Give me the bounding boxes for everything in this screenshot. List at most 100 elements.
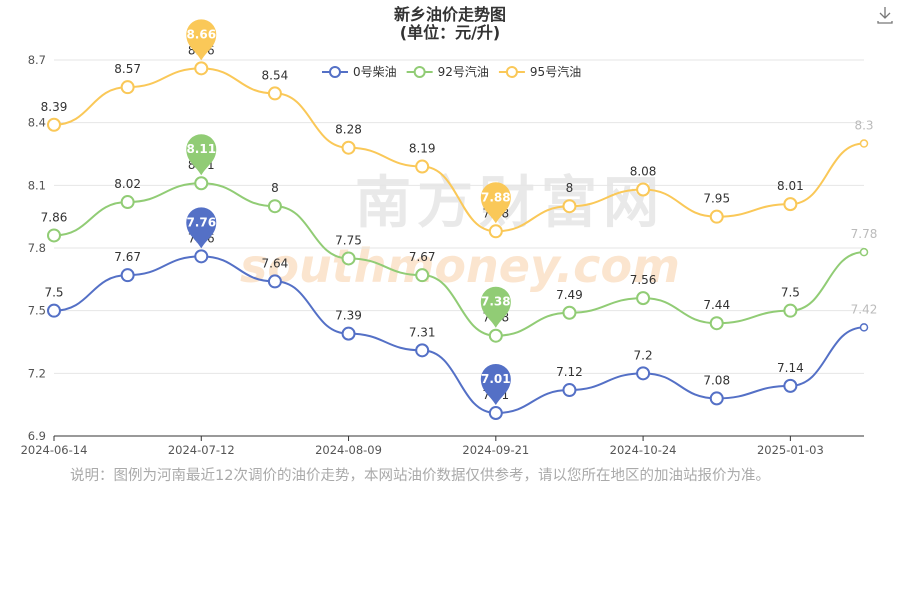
y-tick-label: 8.7 xyxy=(28,53,46,67)
data-point[interactable] xyxy=(194,61,209,76)
legend-marker xyxy=(505,66,518,78)
marker-label: 7.76 xyxy=(186,215,216,229)
data-point[interactable] xyxy=(636,366,651,381)
data-point[interactable] xyxy=(194,176,209,191)
legend-item-1[interactable]: 92号汽油 xyxy=(406,64,489,79)
data-point[interactable] xyxy=(488,328,503,343)
series-line-1 xyxy=(53,182,865,337)
marker-label: 7.88 xyxy=(481,190,511,204)
data-point[interactable] xyxy=(562,383,577,398)
legend-item-2[interactable]: 95号汽油 xyxy=(498,64,581,79)
data-label: 8.39 xyxy=(41,100,68,114)
data-point[interactable] xyxy=(267,86,282,101)
data-point[interactable] xyxy=(267,274,282,289)
data-label: 7.75 xyxy=(335,233,362,247)
data-point[interactable] xyxy=(709,391,724,406)
download-button[interactable] xyxy=(874,4,896,26)
marker-pin xyxy=(186,207,217,249)
marker-pin xyxy=(480,364,511,406)
chart-subtitle: (单位：元/升) xyxy=(400,23,500,42)
max-min-marker: 7.01 xyxy=(480,364,511,406)
data-point[interactable] xyxy=(415,268,430,283)
data-point[interactable] xyxy=(709,316,724,331)
data-label: 7.08 xyxy=(703,373,730,387)
data-point[interactable] xyxy=(120,80,135,95)
data-point[interactable] xyxy=(47,117,61,132)
legend-item-0[interactable]: 0号柴油 xyxy=(322,65,397,79)
max-min-marker: 8.11 xyxy=(186,134,217,176)
marker-pin xyxy=(480,286,511,328)
data-point[interactable] xyxy=(120,268,135,283)
series-line-0 xyxy=(53,255,865,415)
marker-pin xyxy=(186,134,217,176)
x-tick-label: 2024-10-24 xyxy=(610,443,677,457)
data-point[interactable] xyxy=(859,323,869,332)
data-label: 7.14 xyxy=(777,361,804,375)
data-label: 7.86 xyxy=(41,210,68,224)
grid xyxy=(54,59,864,437)
data-label: 8.01 xyxy=(777,179,804,193)
marker-label: 7.01 xyxy=(481,372,511,386)
y-tick-label: 7.8 xyxy=(28,241,46,255)
x-tick-label: 2024-08-09 xyxy=(315,443,382,457)
data-point[interactable] xyxy=(488,224,503,239)
data-point[interactable] xyxy=(783,197,798,212)
max-min-marker: 8.66 xyxy=(186,19,217,61)
data-label: 7.39 xyxy=(335,309,362,323)
y-tick-label: 8.4 xyxy=(28,116,46,130)
x-tick-label: 2025-01-03 xyxy=(757,443,824,457)
data-point[interactable] xyxy=(783,303,798,318)
data-label: 7.31 xyxy=(409,325,436,339)
y-tick-label: 8.1 xyxy=(28,178,46,192)
data-point[interactable] xyxy=(415,343,430,358)
data-label: 7.5 xyxy=(781,286,800,300)
data-point[interactable] xyxy=(636,182,651,197)
marker-pin xyxy=(480,182,511,224)
download-icon xyxy=(877,7,893,24)
max-min-marker: 7.76 xyxy=(186,207,217,249)
data-point[interactable] xyxy=(341,251,356,266)
data-label: 7.44 xyxy=(703,298,730,312)
data-label: 7.78 xyxy=(851,227,878,241)
data-point[interactable] xyxy=(859,247,869,257)
data-label: 7.42 xyxy=(851,302,878,316)
chart-title: 新乡油价走势图 xyxy=(394,5,506,24)
data-point[interactable] xyxy=(341,140,356,155)
data-point[interactable] xyxy=(562,199,577,214)
y-tick-label: 7.2 xyxy=(28,366,46,380)
data-label: 8.57 xyxy=(114,62,141,76)
marker-pin xyxy=(186,19,217,61)
data-label: 7.49 xyxy=(556,288,583,302)
data-point[interactable] xyxy=(47,228,61,243)
data-point[interactable] xyxy=(709,209,724,224)
data-label: 8 xyxy=(566,181,574,195)
data-point[interactable] xyxy=(341,326,356,341)
data-point[interactable] xyxy=(267,199,282,214)
axes: 6.9 7.2 7.5 7.8 8.1 8.4 8.7 2024-06-14 2024-07-1… xyxy=(21,53,824,457)
legend-marker xyxy=(413,66,426,78)
data-point[interactable] xyxy=(120,195,135,210)
data-point[interactable] xyxy=(562,305,577,320)
data-point[interactable] xyxy=(415,159,430,174)
x-tick-label: 2024-06-14 xyxy=(21,443,88,457)
data-label: 7.95 xyxy=(703,192,730,206)
data-point[interactable] xyxy=(47,303,61,318)
y-tick-label: 6.9 xyxy=(28,429,46,443)
data-point[interactable] xyxy=(636,291,651,306)
data-label: 8.02 xyxy=(114,177,141,191)
max-min-marker: 7.38 xyxy=(480,286,511,328)
data-label: 7.67 xyxy=(114,250,141,264)
legend[interactable]: 0号柴油 92号汽油 95号汽油 xyxy=(322,64,581,79)
legend-label: 95号汽油 xyxy=(530,64,581,79)
data-point[interactable] xyxy=(859,139,869,148)
data-point[interactable] xyxy=(488,406,503,421)
max-min-marker: 7.88 xyxy=(480,182,511,224)
watermark-en-text: southmoney.com xyxy=(240,239,680,293)
data-point[interactable] xyxy=(194,249,209,264)
data-label: 8.19 xyxy=(409,142,436,156)
data-point[interactable] xyxy=(783,378,798,393)
data-label: 7.64 xyxy=(262,256,289,270)
data-label: 7.67 xyxy=(409,250,436,264)
